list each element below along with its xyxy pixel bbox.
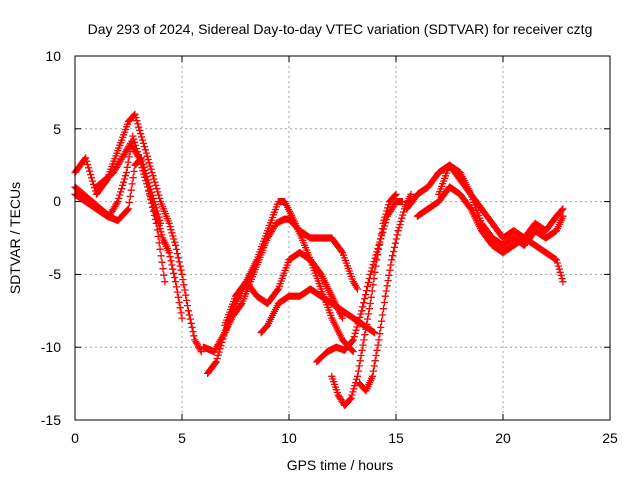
x-tick-label: 20 xyxy=(495,430,511,446)
y-tick-label: -15 xyxy=(41,412,61,428)
data-series xyxy=(204,215,362,377)
x-tick-label: 5 xyxy=(178,430,186,446)
data-series xyxy=(257,285,379,337)
x-tick-label: 15 xyxy=(388,430,404,446)
data-marker-plus xyxy=(257,285,379,337)
y-tick-label: -5 xyxy=(49,266,62,282)
y-tick-label: 0 xyxy=(53,193,61,209)
x-axis-label: GPS time / hours xyxy=(287,457,394,473)
data-series xyxy=(92,139,169,286)
ticks xyxy=(74,55,611,421)
data-marker-plus xyxy=(435,161,567,242)
x-tick-label: 10 xyxy=(281,430,297,446)
chart-title: Day 293 of 2024, Sidereal Day-to-day VTE… xyxy=(88,21,593,37)
y-tick-label: -10 xyxy=(41,339,61,355)
data-marker-plus xyxy=(328,190,400,409)
data-series xyxy=(413,183,567,286)
y-tick-label: 5 xyxy=(53,121,61,137)
x-tick-labels: 0 5 10 15 20 25 xyxy=(71,430,618,446)
data-marker-plus xyxy=(413,183,567,286)
data-marks xyxy=(71,110,567,409)
data-series xyxy=(328,190,400,409)
data-marker-plus xyxy=(204,215,362,377)
y-tick-label: 10 xyxy=(45,48,61,64)
data-series xyxy=(221,249,347,329)
y-axis-label: SDTVAR / TECUs xyxy=(7,182,23,294)
x-tick-label: 0 xyxy=(71,430,79,446)
x-tick-label: 25 xyxy=(602,430,618,446)
data-marker-plus xyxy=(92,139,169,286)
data-marker-plus xyxy=(221,249,347,329)
data-series xyxy=(435,161,567,242)
plot-frame xyxy=(74,55,611,421)
y-tick-labels: -15 -10 -5 0 5 10 xyxy=(41,48,61,428)
